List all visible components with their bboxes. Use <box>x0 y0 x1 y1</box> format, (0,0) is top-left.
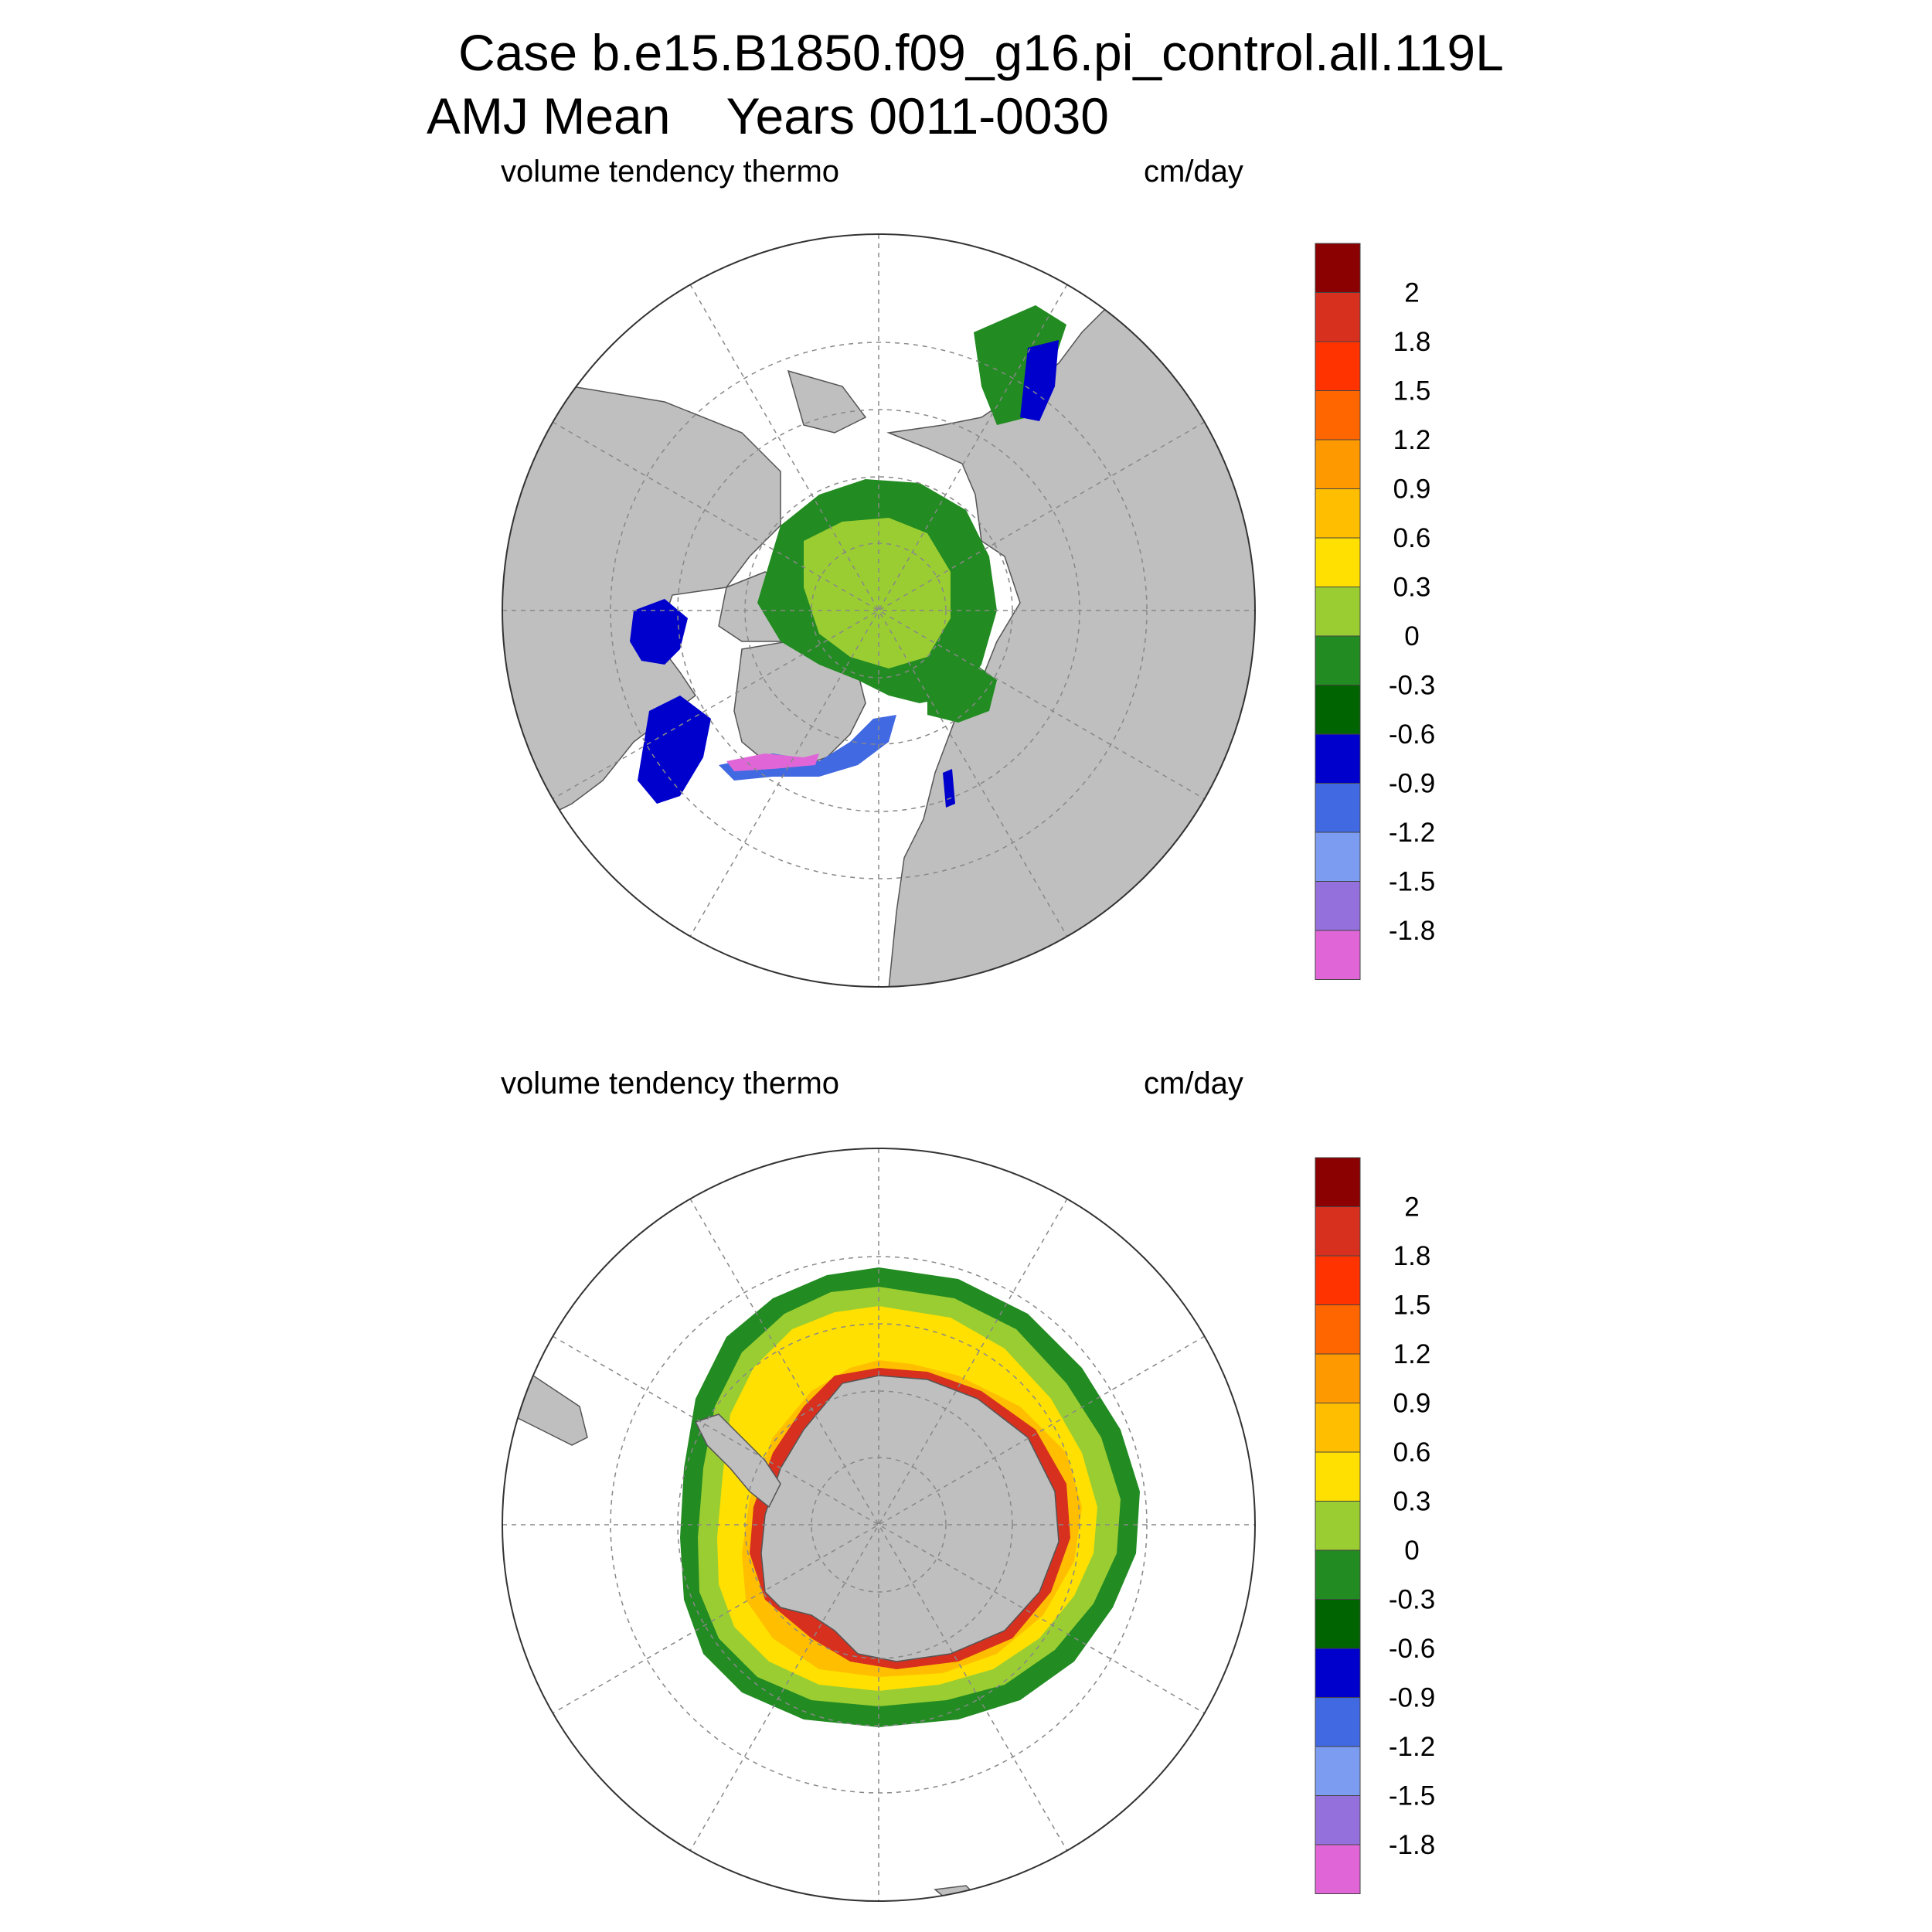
colorbar-north-tick-label: -0.6 <box>1389 719 1435 750</box>
colorbar-south-tick-label: -1.5 <box>1389 1781 1435 1811</box>
colorbar-north-tick-label: 1.8 <box>1393 327 1431 357</box>
colorbar-north-swatch <box>1315 488 1361 539</box>
colorbar-north-tick-label: -0.9 <box>1389 769 1435 799</box>
colorbar-south-swatch <box>1315 1795 1361 1845</box>
colorbar-north-tick-label: 0.6 <box>1393 523 1431 553</box>
colorbar-north-swatch <box>1315 881 1361 931</box>
colorbar-south: 2 1.8 1.5 1.2 0.9 0.6 0.3 0 -0.3 -0.6 -0.9 -1.2 -1.5… <box>1315 1157 1435 1894</box>
colorbar-south-swatch <box>1315 1255 1361 1305</box>
north-graticule <box>502 234 1255 987</box>
colorbar-south-swatch <box>1315 1206 1361 1257</box>
colorbar-north: 2 1.8 1.5 1.2 0.9 0.6 0.3 0 -0.3 -0.6 -0.9 -1.2 -1.5… <box>1315 243 1435 980</box>
colorbar-south-swatch <box>1315 1599 1361 1649</box>
colorbar-north-tick-label: 0 <box>1404 621 1419 651</box>
colorbar-south-tick-label: -0.6 <box>1389 1634 1435 1664</box>
colorbar-south-swatch <box>1315 1697 1361 1747</box>
south-polar-map <box>502 1148 1256 1902</box>
colorbar-south-swatch <box>1315 1304 1361 1355</box>
colorbar-north-swatch <box>1315 587 1361 637</box>
north-map-border <box>502 233 1256 988</box>
colorbar-north-tick-label: 1.5 <box>1393 376 1431 406</box>
colorbar-south-tick-label: 0.9 <box>1393 1389 1431 1419</box>
colorbar-north-swatch <box>1315 390 1361 440</box>
colorbar-south-tick-label: 0 <box>1404 1536 1419 1566</box>
colorbar-south-tick-label: 2 <box>1404 1192 1419 1223</box>
colorbar-south-tick-label: 1.8 <box>1393 1241 1431 1271</box>
colorbar-north-swatch <box>1315 733 1361 784</box>
panel1-left-label: volume tendency thermo <box>501 155 840 189</box>
north-ice-baltic <box>943 769 955 808</box>
colorbar-north-swatch <box>1315 243 1361 293</box>
panel2-left-label: volume tendency thermo <box>501 1066 840 1100</box>
colorbar-north-swatch <box>1315 685 1361 735</box>
colorbar-north-tick-label: 1.2 <box>1393 425 1431 455</box>
south-land-antarctica <box>760 1375 1060 1662</box>
north-ice-light-green <box>804 518 951 668</box>
colorbar-north-tick-label: -1.8 <box>1389 916 1435 946</box>
panel2-units-label: cm/day <box>1144 1066 1243 1100</box>
colorbar-south-swatch <box>1315 1746 1361 1796</box>
colorbar-south-swatch <box>1315 1451 1361 1502</box>
colorbar-south-tick-label: 1.2 <box>1393 1339 1431 1369</box>
colorbar-south-tick-label: -0.9 <box>1389 1683 1435 1713</box>
colorbar-south-swatch <box>1315 1648 1361 1698</box>
colorbar-north-swatch <box>1315 635 1361 685</box>
north-ice-pink-edge <box>726 753 819 771</box>
colorbar-north-swatch <box>1315 292 1361 342</box>
colorbar-south-swatch <box>1315 1844 1361 1894</box>
colorbar-north-swatch <box>1315 783 1361 833</box>
north-polar-map <box>502 233 1256 988</box>
colorbar-south-tick-label: -1.8 <box>1389 1830 1435 1860</box>
colorbar-north-tick-label: 0.3 <box>1393 573 1431 603</box>
figure-title-line1: Case b.e15.B1850.f09_g16.pi_control.all.… <box>458 24 1504 81</box>
colorbar-north-swatch <box>1315 341 1361 391</box>
north-ice-hudson-bay <box>630 599 688 665</box>
panel1-units-label: cm/day <box>1144 155 1243 189</box>
figure-title-line2: AMJ Mean Years 0011-0030 <box>427 87 1110 145</box>
north-ice-barents <box>927 657 997 723</box>
south-map-border <box>502 1148 1256 1902</box>
colorbar-north-tick-label: -0.3 <box>1389 671 1435 701</box>
colorbar-north-tick-label: 0.9 <box>1393 474 1431 505</box>
colorbar-south-swatch <box>1315 1353 1361 1403</box>
colorbar-north-swatch <box>1315 537 1361 587</box>
colorbar-south-tick-label: 0.6 <box>1393 1437 1431 1468</box>
colorbar-south-swatch <box>1315 1403 1361 1453</box>
colorbar-south-swatch <box>1315 1157 1361 1207</box>
colorbar-north-swatch <box>1315 832 1361 882</box>
colorbar-south-swatch <box>1315 1501 1361 1551</box>
colorbar-south-swatch <box>1315 1549 1361 1600</box>
colorbar-north-tick-label: 2 <box>1404 278 1419 308</box>
colorbar-north-tick-label: -1.2 <box>1389 818 1435 848</box>
south-graticule <box>502 1148 1255 1901</box>
north-ice-labrador-sea <box>638 696 711 804</box>
colorbar-south-tick-label: 0.3 <box>1393 1487 1431 1517</box>
colorbar-south-tick-label: 1.5 <box>1393 1291 1431 1321</box>
colorbar-south-tick-label: -1.2 <box>1389 1732 1435 1762</box>
north-ice-okhotsk <box>1020 340 1059 421</box>
south-land-antarctic-peninsula <box>694 1413 781 1509</box>
colorbar-north-tick-label: -1.5 <box>1389 867 1435 897</box>
colorbar-north-swatch <box>1315 439 1361 489</box>
colorbar-north-swatch <box>1315 930 1361 980</box>
north-land-north-asia <box>787 369 867 434</box>
colorbar-south-tick-label: -0.3 <box>1389 1585 1435 1615</box>
